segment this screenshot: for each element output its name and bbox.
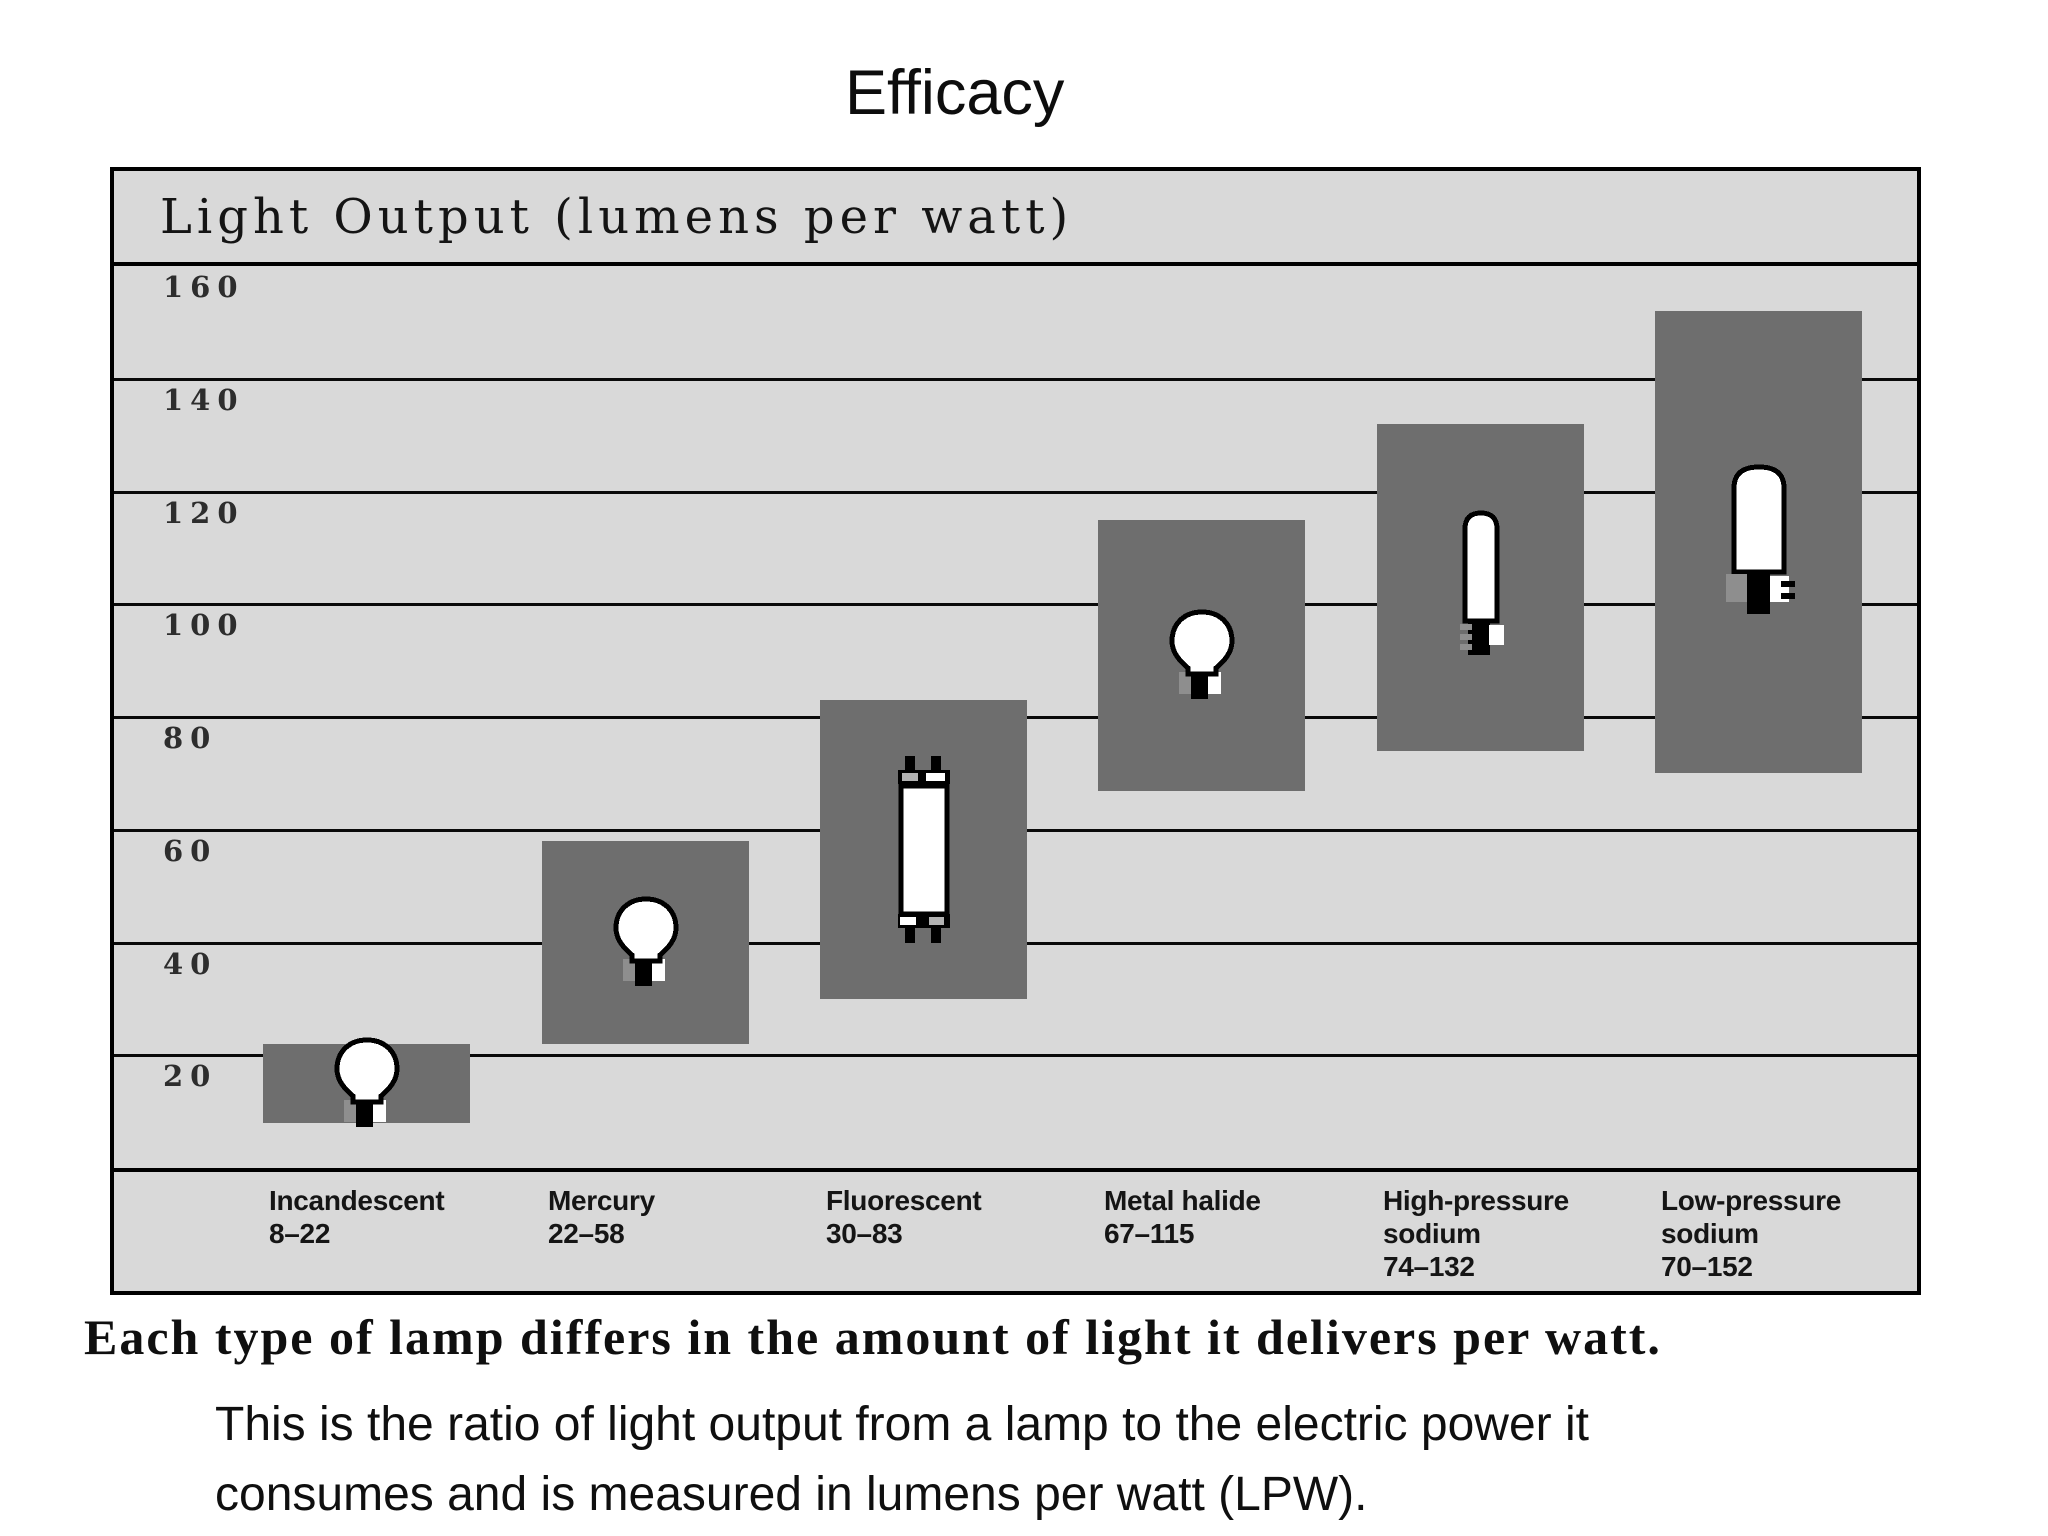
y-axis-tick-label: 120: [163, 496, 245, 530]
chart-plot-area: 160 140 120 100 80 60 40 20: [114, 266, 1917, 1172]
chart-caption: Each type of lamp differs in the amount …: [84, 1309, 1662, 1365]
body-line: This is the ratio of light output from a…: [215, 1398, 1589, 1451]
lamp-name: Mercury: [548, 1185, 655, 1216]
range-bar-high-pressure-sodium: [1377, 424, 1584, 751]
lamp-range: 22–58: [548, 1218, 625, 1249]
lamp-name: High-pressure sodium: [1383, 1185, 1569, 1249]
category-label-mercury: Mercury 22–58: [548, 1184, 808, 1250]
y-axis-tick-label: 140: [163, 383, 245, 417]
y-axis-tick-label: 80: [163, 721, 218, 755]
high-pressure-sodium-lamp-icon: [1459, 509, 1504, 655]
lamp-range: 30–83: [826, 1218, 903, 1249]
lamp-range: 8–22: [269, 1218, 331, 1249]
body-paragraph: This is the ratio of light output from a…: [215, 1390, 1589, 1530]
gridline: [114, 491, 1917, 494]
incandescent-bulb-icon: [333, 1036, 400, 1127]
range-bar-incandescent: [263, 1036, 470, 1127]
range-bar-metal-halide: [1098, 520, 1305, 791]
efficacy-chart: Light Output (lumens per watt) 160 140 120…: [110, 167, 1921, 1295]
body-line: consumes and is measured in lumens per w…: [215, 1468, 1368, 1521]
category-label-fluorescent: Fluorescent 30–83: [826, 1184, 1086, 1250]
range-bar-fluorescent: [820, 700, 1027, 999]
fluorescent-tube-icon: [897, 755, 950, 943]
y-axis-tick-label: 20: [163, 1059, 218, 1093]
lamp-name: Low-pressure sodium: [1661, 1185, 1841, 1249]
y-axis-tick-label: 100: [163, 608, 245, 642]
lamp-name: Metal halide: [1104, 1185, 1261, 1216]
gridline: [114, 378, 1917, 381]
category-label-high-pressure-sodium: High-pressure sodium 74–132: [1383, 1184, 1643, 1283]
lamp-name: Fluorescent: [826, 1185, 982, 1216]
metal-halide-bulb-icon: [1168, 608, 1235, 699]
y-axis-tick-label: 60: [163, 834, 218, 868]
range-bar-mercury: [542, 841, 749, 1044]
y-axis-tick-label: 160: [163, 270, 245, 304]
x-axis-baseline: [114, 1168, 1917, 1172]
category-label-low-pressure-sodium: Low-pressure sodium 70–152: [1661, 1184, 1921, 1283]
category-label-band: Incandescent 8–22 Mercury 22–58 Fluorescent 3…: [114, 1172, 1917, 1291]
category-label-metal-halide: Metal halide 67–115: [1104, 1184, 1364, 1250]
lamp-range: 67–115: [1104, 1218, 1195, 1249]
y-axis-tick-label: 40: [163, 947, 218, 981]
lamp-range: 74–132: [1383, 1251, 1475, 1282]
gridline: [114, 603, 1917, 606]
chart-title: Light Output (lumens per watt): [114, 171, 1917, 266]
lamp-name: Incandescent: [269, 1185, 445, 1216]
range-bar-low-pressure-sodium: [1655, 311, 1862, 773]
gridline: [114, 1054, 1917, 1057]
mercury-bulb-icon: [612, 895, 679, 986]
category-label-incandescent: Incandescent 8–22: [269, 1184, 529, 1250]
page-title: Efficacy: [845, 58, 1065, 128]
lamp-range: 70–152: [1661, 1251, 1753, 1282]
low-pressure-sodium-lamp-icon: [1725, 464, 1795, 614]
